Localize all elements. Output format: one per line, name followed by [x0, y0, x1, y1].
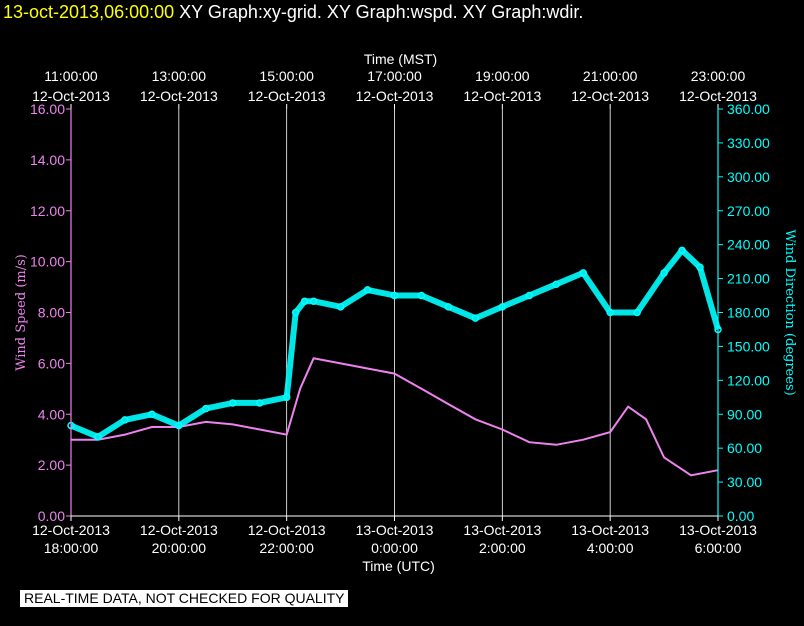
grid-lines: [178, 109, 611, 516]
x-tick-label-utc-date: 12-Oct-2013: [140, 522, 218, 538]
wind-direction-point: [390, 291, 399, 300]
x-tick-label-utc-time: 18:00:00: [44, 540, 99, 556]
wind-direction-point: [309, 297, 318, 305]
wind-direction-point: [552, 280, 560, 288]
x-tick-label-utc-date: 12-Oct-2013: [248, 522, 326, 538]
y-left-tick-label: 16.00: [30, 101, 65, 117]
y-left-tick-label: 10.00: [30, 254, 65, 270]
x-tick-label-mst-date: 12-Oct-2013: [248, 88, 326, 104]
x-tick-label-mst-date: 12-Oct-2013: [32, 88, 110, 104]
x-tick-label-mst-time: 21:00:00: [583, 68, 638, 84]
wind-direction-point: [444, 303, 453, 311]
x-tick-label-mst-time: 19:00:00: [475, 68, 530, 84]
x-tick-label-mst-time: 11:00:00: [44, 68, 98, 84]
y-left-tick-label: 2.00: [38, 457, 65, 473]
y-right-tick-label: 30.00: [727, 474, 762, 490]
wind-direction-point: [202, 404, 210, 413]
x-tick-label-mst-date: 12-Oct-2013: [356, 88, 434, 104]
wind-direction-point: [148, 410, 156, 418]
y-right-tick-label: 150.00: [727, 338, 770, 354]
wind-direction-point: [417, 291, 426, 300]
x-tick-label-utc-date: 13-Oct-2013: [571, 522, 649, 538]
wind-direction-trace: [69, 247, 721, 440]
y-left-tick-label: 8.00: [38, 305, 65, 321]
y-left-tick-label: 4.00: [38, 406, 65, 422]
wind-direction-point: [336, 303, 345, 311]
wind-direction-point: [633, 308, 641, 317]
x-tick-label-utc-time: 22:00:00: [259, 540, 314, 556]
y-right-tick-label: 330.00: [727, 135, 770, 151]
header-graph-list: XY Graph:xy-grid. XY Graph:wspd. XY Grap…: [179, 2, 584, 22]
wind-direction-point: [291, 308, 300, 317]
x-tick-label-mst-date: 12-Oct-2013: [679, 88, 757, 104]
wind-direction-point: [363, 286, 372, 294]
x-tick-label-mst-time: 15:00:00: [259, 68, 314, 84]
wind-direction-point: [121, 416, 129, 424]
wind-direction-point: [525, 291, 534, 300]
y-right-tick-label: 180.00: [727, 305, 770, 321]
x-tick-label-mst-date: 12-Oct-2013: [463, 88, 541, 104]
wind-direction-point: [606, 308, 614, 317]
x-tick-label-utc-date: 13-Oct-2013: [356, 522, 434, 538]
wind-direction-point: [175, 421, 183, 430]
wind-direction-point: [498, 303, 507, 311]
bottom-axis-title: Time (UTC): [362, 558, 435, 574]
y-right-tick-label: 120.00: [727, 372, 770, 388]
x-tick-label-utc-time: 0:00:00: [371, 540, 418, 556]
top-axis-title: Time (MST): [364, 51, 437, 67]
wind-direction-point: [94, 433, 102, 441]
wind-direction-point: [579, 269, 587, 277]
x-tick-label-mst-time: 17:00:00: [367, 68, 422, 84]
y-left-axis-title: Wind Speed (m/s): [14, 254, 29, 371]
wind-direction-point: [300, 297, 309, 305]
y-right-tick-label: 60.00: [727, 440, 762, 456]
wind-direction-point: [229, 399, 237, 407]
x-tick-label-mst-time: 13:00:00: [152, 68, 207, 84]
axis-labels: 12-Oct-2013 18:00:00 12-Oct-2013 20:00:00 12…: [14, 51, 797, 574]
y-right-tick-label: 270.00: [727, 203, 770, 219]
y-right-tick-label: 360.00: [727, 101, 770, 117]
y-right-tick-label: 240.00: [727, 237, 770, 253]
wind-direction-point: [255, 399, 264, 407]
y-right-tick-label: 210.00: [727, 271, 770, 287]
y-left-tick-label: 0.00: [38, 508, 65, 524]
axes: [66, 104, 723, 521]
wind-direction-point: [678, 246, 686, 255]
x-tick-label-utc-time: 6:00:00: [695, 540, 742, 556]
x-tick-label-utc-time: 4:00:00: [587, 540, 634, 556]
x-tick-label-mst-time: 23:00:00: [691, 68, 746, 84]
x-tick-label-utc-date: 13-Oct-2013: [463, 522, 541, 538]
y-left-tick-label: 14.00: [30, 152, 65, 168]
x-tick-label-mst-date: 12-Oct-2013: [571, 88, 649, 104]
y-right-tick-label: 300.00: [727, 169, 770, 185]
x-tick-label-utc-date: 12-Oct-2013: [32, 522, 110, 538]
graph-header: 13-oct-2013,06:00:00 XY Graph:xy-grid. X…: [3, 0, 583, 24]
header-timestamp: 13-oct-2013,06:00:00: [3, 2, 175, 22]
wind-direction-point: [696, 263, 704, 272]
x-tick-label-utc-time: 20:00:00: [152, 540, 207, 556]
wind-direction-point: [282, 393, 291, 402]
y-left-tick-label: 12.00: [30, 203, 65, 219]
y-right-axis-title: Wind Direction (degrees): [782, 229, 797, 395]
y-right-tick-label: 90.00: [727, 406, 762, 422]
x-tick-label-utc-time: 2:00:00: [479, 540, 526, 556]
y-right-tick-label: 0.00: [727, 508, 754, 524]
x-tick-label-utc-date: 13-Oct-2013: [679, 522, 757, 538]
quality-disclaimer: REAL-TIME DATA, NOT CHECKED FOR QUALITY: [20, 590, 349, 607]
wind-direction-point: [471, 314, 480, 322]
wind-direction-point: [660, 269, 668, 277]
wind-speed-line: [71, 357, 719, 477]
x-tick-label-mst-date: 12-Oct-2013: [140, 88, 218, 104]
y-left-tick-label: 6.00: [38, 355, 65, 371]
